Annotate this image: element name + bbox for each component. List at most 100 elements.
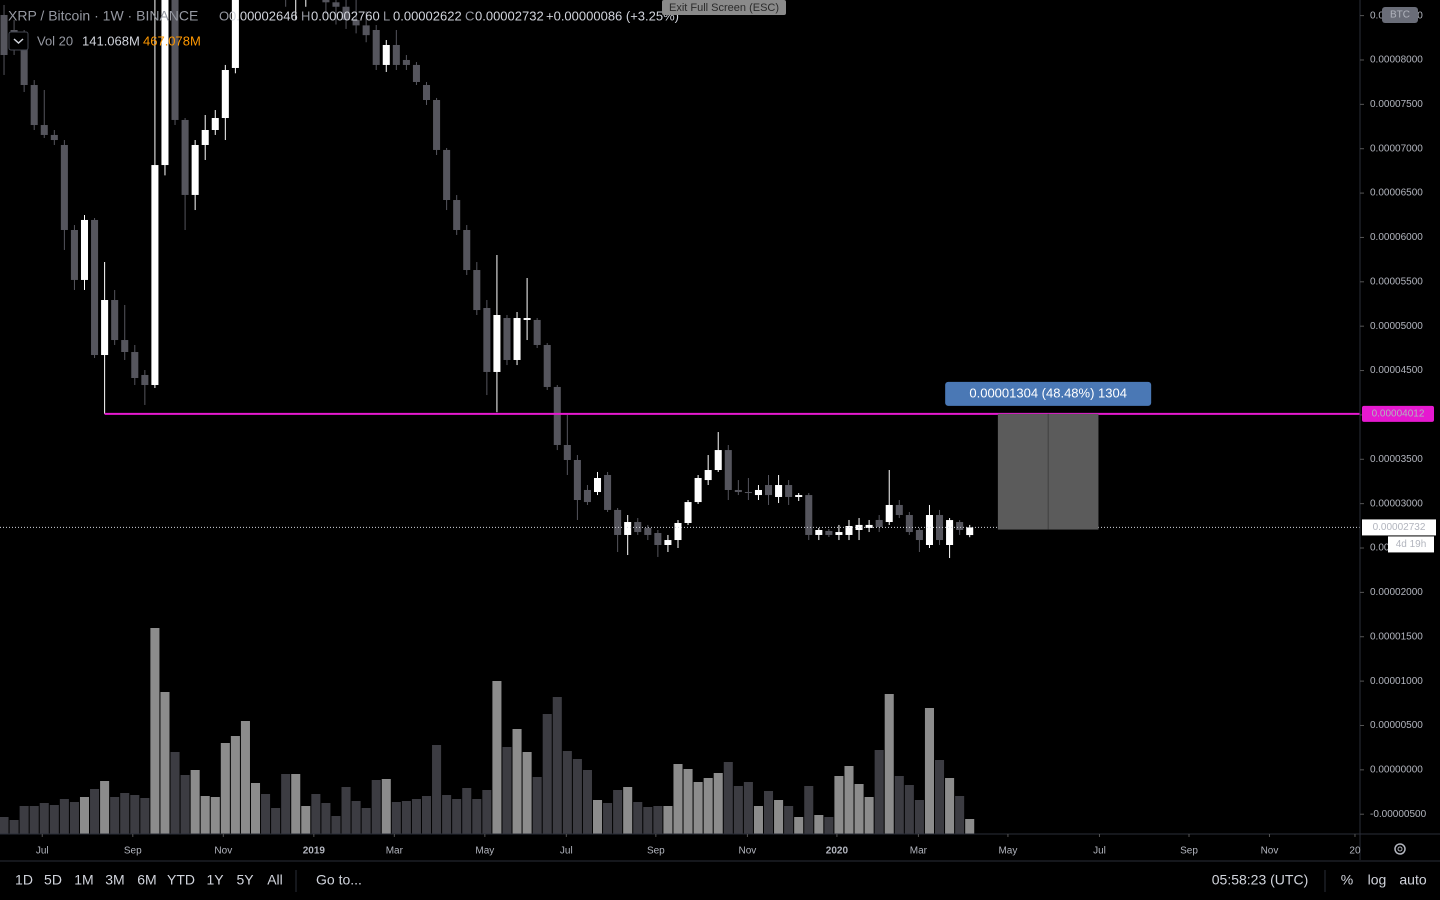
y-tick-label: -0.00000500 [1370, 809, 1427, 820]
volume-bar [723, 762, 733, 834]
candle-body [101, 300, 109, 356]
legend-value: 0.00002646 [229, 8, 298, 23]
candle-body [181, 119, 189, 195]
volume-bar [603, 803, 613, 834]
volume-bar [220, 743, 230, 834]
range-button[interactable]: 1M [74, 872, 93, 888]
clock: 05:58:23 (UTC) [1212, 872, 1308, 888]
candle-body [342, 6, 350, 21]
range-button[interactable]: All [267, 872, 283, 888]
volume-bar [200, 796, 210, 834]
volume-bar [452, 799, 462, 834]
candle-body [604, 474, 612, 510]
volume-bar [582, 770, 592, 834]
x-tick-label: Jul [560, 846, 573, 857]
volume-bar [784, 806, 794, 834]
candle-body [231, 0, 239, 68]
range-button[interactable]: 3M [105, 872, 124, 888]
candle-body [453, 200, 461, 230]
range-button[interactable]: 6M [137, 872, 156, 888]
y-tick-label: 0.00007000 [1370, 143, 1423, 154]
exit-fullscreen-button[interactable] [662, 0, 786, 15]
x-tick-label: Mar [910, 846, 928, 857]
candle-body [40, 125, 48, 135]
candle-body [402, 59, 410, 65]
candle-body [322, 0, 330, 3]
volume-bar [120, 793, 130, 834]
y-tick-label: 0.00006500 [1370, 188, 1423, 199]
volume-bar [291, 774, 301, 834]
volume-bar [894, 776, 904, 834]
x-tick-label: 20 [1349, 846, 1361, 857]
range-button[interactable]: 1Y [206, 872, 224, 888]
volume-bar [180, 775, 190, 834]
candle-body [503, 318, 511, 360]
volume-bar [683, 769, 693, 834]
candle-body [362, 25, 370, 36]
candle-body [734, 489, 742, 493]
candle-body [443, 149, 451, 201]
candle-body [573, 459, 581, 501]
candle-body [714, 450, 722, 471]
volume-bar [633, 802, 643, 834]
volume-bar [864, 797, 874, 834]
range-button[interactable]: 1D [15, 872, 33, 888]
candle-body [583, 489, 591, 503]
candle-body [593, 478, 602, 493]
y-tick-label: 0.00003000 [1370, 498, 1423, 509]
volume-bar [914, 800, 924, 834]
candle-body [70, 229, 78, 280]
candle-body [956, 522, 964, 531]
legend-toggle[interactable] [8, 31, 29, 51]
candle-body [0, 14, 8, 56]
x-tick-label: May [998, 846, 1017, 857]
candle-body [634, 522, 642, 533]
range-button[interactable]: 5Y [236, 872, 254, 888]
candle-body [946, 520, 954, 545]
volume-bar [59, 799, 69, 834]
volume-bar [19, 806, 29, 834]
candle-body [805, 495, 813, 535]
exit-fullscreen-label: Exit Full Screen (ESC) [669, 2, 779, 14]
volume-bar [562, 751, 572, 834]
candle-body [785, 485, 793, 497]
volume-bar [874, 750, 884, 834]
volume-bar [230, 736, 240, 834]
volume-bar [130, 795, 140, 834]
log-toggle[interactable]: log [1368, 872, 1387, 888]
percent-toggle[interactable]: % [1341, 872, 1353, 888]
candle-body [533, 319, 541, 345]
y-tick-label: 0.00006000 [1370, 232, 1423, 243]
candle-body [211, 118, 219, 130]
range-button[interactable]: YTD [167, 872, 195, 888]
candle-layer [0, 0, 974, 559]
volume-bar [321, 803, 331, 834]
candle-body [191, 144, 199, 195]
candle-body [422, 85, 431, 101]
auto-toggle[interactable]: auto [1399, 872, 1426, 888]
candle-body [352, 20, 360, 26]
candle-body [433, 100, 441, 150]
goto-button[interactable]: Go to... [316, 872, 362, 888]
volume-bar [472, 799, 482, 834]
volume-bar [0, 817, 9, 834]
volume-bar [663, 806, 673, 834]
settings-icon[interactable] [1394, 843, 1406, 855]
volume-bar [140, 798, 150, 834]
volume-bar [945, 778, 955, 834]
volume-value: 141.068M [82, 33, 140, 48]
countdown-label: 4d 19h [1396, 539, 1427, 550]
volume-bar [965, 819, 975, 834]
y-tick-label: 0.00008000 [1370, 55, 1423, 66]
candle-body [111, 300, 119, 341]
candle-body [463, 229, 471, 271]
volume-bar [381, 779, 391, 834]
volume-bar [935, 760, 945, 834]
y-tick-label: 0.00003500 [1370, 454, 1423, 465]
volume-bar [955, 796, 965, 834]
range-button[interactable]: 5D [44, 872, 62, 888]
candle-body [815, 530, 823, 535]
candle-body [754, 489, 762, 496]
candle-body [171, 0, 179, 120]
candle-body [332, 2, 340, 7]
